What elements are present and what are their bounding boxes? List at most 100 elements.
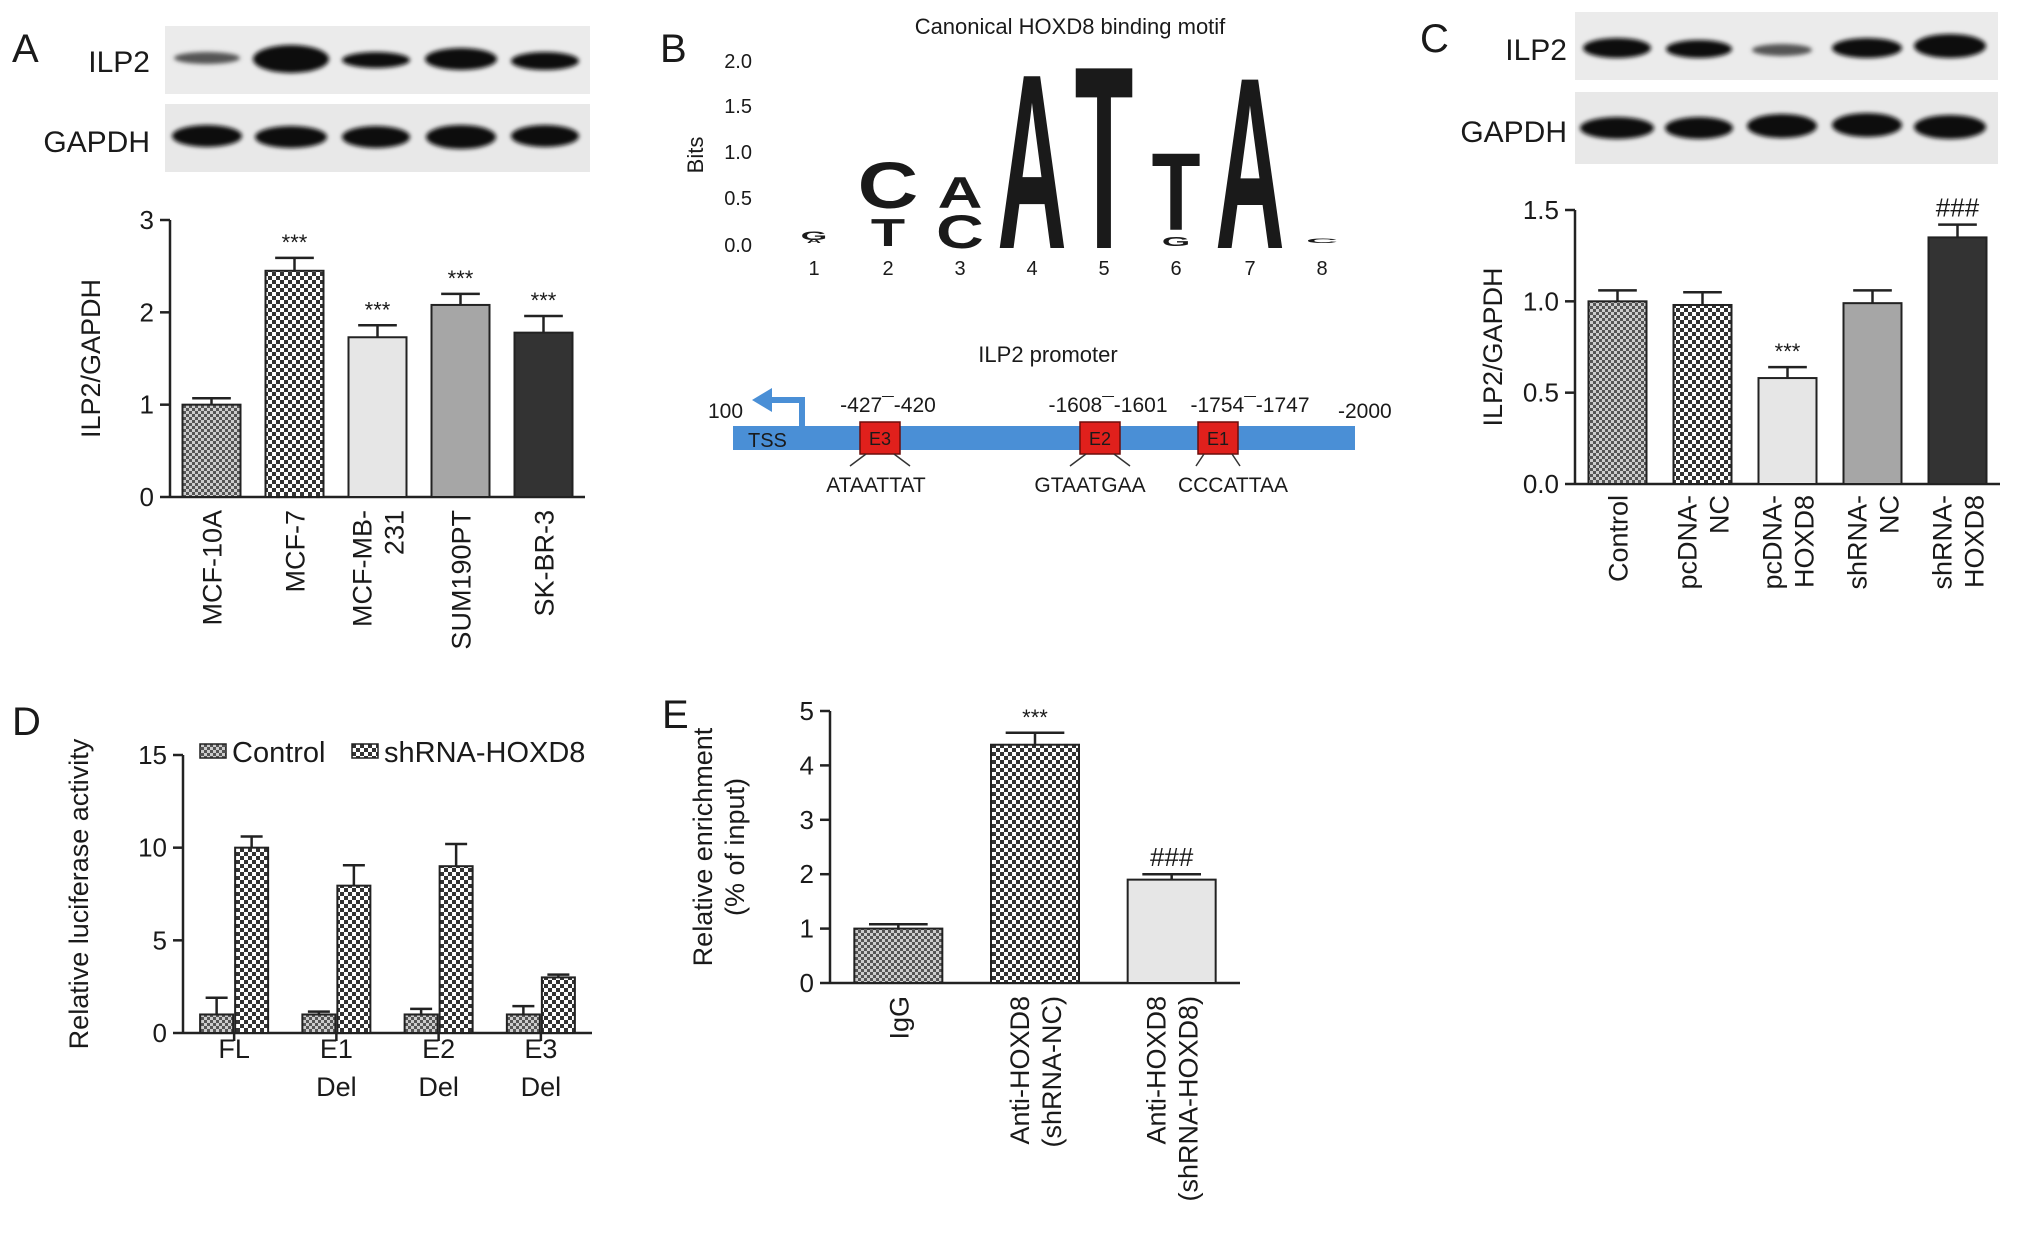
site-range: -1754¯-1747 (1190, 394, 1309, 417)
motif-position: 3 (954, 258, 965, 280)
motif-ytick: 1.5 (724, 96, 752, 118)
x-tick-label: 231 (380, 510, 410, 555)
motif-position: 4 (1026, 258, 1037, 280)
motif-position: 5 (1098, 258, 1109, 280)
logo-letter-a: A (807, 238, 822, 245)
logo-letter-g: G (1162, 234, 1190, 248)
bar (347, 336, 408, 498)
y-tick-label: 5 (800, 696, 814, 726)
promoter-end: -2000 (1338, 400, 1392, 423)
blot-label-ilp2-c: ILP2 (1505, 34, 1567, 67)
x-tick-label: Del (316, 1072, 357, 1102)
legend-swatch (351, 743, 379, 759)
site-range: -1608¯-1601 (1048, 394, 1167, 417)
chart-e: 0 1 2 3 4 5 Relative enrichment (% of input) ***… (688, 696, 1240, 1202)
bar (1842, 302, 1903, 485)
logo-letter-t: T (871, 211, 905, 255)
bar (1126, 878, 1217, 985)
site-box-e2 (1079, 421, 1121, 455)
x-tick-label: HOXD8 (1960, 495, 1990, 588)
x-tick-label: pcDNA- (1673, 495, 1703, 590)
significance-label: *** (531, 288, 557, 313)
site-sequence: GTAATGAA (1034, 474, 1145, 497)
legend-label: shRNA-HOXD8 (384, 737, 585, 769)
motif-position: 1 (808, 258, 819, 280)
significance-label: ### (1150, 842, 1194, 872)
x-tick-label: Del (521, 1072, 562, 1102)
tss-arrowhead (752, 388, 772, 412)
x-tick-label: MCF-7 (281, 510, 311, 593)
bar (234, 846, 270, 1035)
motif-ytick: 0.0 (724, 235, 752, 257)
promoter-title: ILP2 promoter (978, 342, 1117, 367)
site-range: -427¯-420 (840, 394, 936, 417)
bar (430, 303, 491, 498)
y-axis-label: (% of input) (720, 778, 750, 916)
bar (505, 1013, 541, 1035)
y-tick-label: 0 (800, 968, 814, 998)
y-tick-label: 1 (800, 914, 814, 944)
y-axis-label: ILP2/GAPDH (76, 279, 106, 438)
bar (181, 403, 242, 498)
x-tick-label: FL (218, 1034, 250, 1064)
bar (540, 976, 576, 1035)
bar (1927, 236, 1988, 485)
site-box-label: E1 (1207, 429, 1229, 449)
y-tick-label: 1.0 (1523, 286, 1559, 316)
blot-label-ilp2-a: ILP2 (88, 46, 150, 79)
site-box-e1 (1197, 421, 1239, 455)
logo-letter-t: T (1152, 132, 1201, 255)
y-tick-label: 1.5 (1523, 195, 1559, 225)
bar (853, 927, 944, 984)
chart-c: 0.0 0.5 1.0 1.5 ILP2/GAPDH *** ### Control pcDNA… (1478, 193, 2000, 590)
bar (336, 884, 372, 1034)
motif-position: 6 (1170, 258, 1181, 280)
panel-letter-d: D (12, 700, 41, 744)
x-tick-label: MCF-10A (198, 510, 228, 626)
promoter-diagram: 100 TSS -2000 E3 -427¯-420 ATAATTAT E2 -… (708, 388, 1392, 497)
panel-letter-b: B (660, 27, 687, 71)
western-blot-a (165, 26, 590, 172)
panel-letter-e: E (662, 693, 689, 737)
y-tick-label: 0.0 (1523, 469, 1559, 499)
site-sequence: CCCATTAA (1178, 474, 1288, 497)
chart-a: 0 1 2 3 ILP2/GAPDH *** *** *** *** MCF-10A MCF-7 MC… (76, 205, 585, 650)
site-box-e3 (859, 421, 901, 455)
logo-letter-t: T (1075, 12, 1134, 304)
x-tick-label: NC (1705, 495, 1735, 534)
bar (301, 1013, 337, 1035)
y-axis-label: ILP2/GAPDH (1478, 267, 1508, 426)
tss-arrow (770, 397, 805, 426)
y-tick-label: 1 (140, 390, 154, 420)
logo-letter-a: A (997, 24, 1066, 303)
motif-ytick: 1.0 (724, 142, 752, 164)
x-tick-label: shRNA- (1928, 495, 1958, 590)
y-tick-label: 0.5 (1523, 378, 1559, 408)
y-tick-label: 0 (140, 482, 154, 512)
motif-ytick: 2.0 (724, 51, 752, 73)
bar (199, 1013, 235, 1035)
motif-position: 7 (1244, 258, 1255, 280)
bar (1757, 377, 1818, 486)
x-tick-label: (shRNA-NC) (1037, 996, 1067, 1148)
blot-label-gapdh-a: GAPDH (43, 126, 150, 159)
bar (990, 743, 1080, 985)
x-tick-label: (shRNA-HOXD8) (1174, 996, 1204, 1202)
tss-label: TSS (748, 430, 787, 452)
x-tick-label: shRNA- (1843, 495, 1873, 590)
logo-letter-a: A (938, 168, 983, 218)
x-tick-label: Anti-HOXD8 (1005, 996, 1035, 1145)
x-tick-label: NC (1875, 495, 1905, 534)
logo-letter-a: A (1215, 28, 1284, 301)
site-leader-e3 (849, 453, 911, 467)
x-tick-label: SUM190PT (447, 510, 477, 650)
y-tick-label: 4 (800, 750, 814, 780)
bar (513, 331, 574, 498)
y-tick-label: 5 (153, 925, 167, 955)
x-tick-label: E1 (320, 1034, 353, 1064)
x-tick-label: IgG (884, 996, 914, 1040)
motif-axis: 2.0 1.5 1.0 0.5 0.0 (724, 51, 752, 257)
significance-label: *** (282, 230, 308, 255)
motif-position: 8 (1316, 258, 1327, 280)
